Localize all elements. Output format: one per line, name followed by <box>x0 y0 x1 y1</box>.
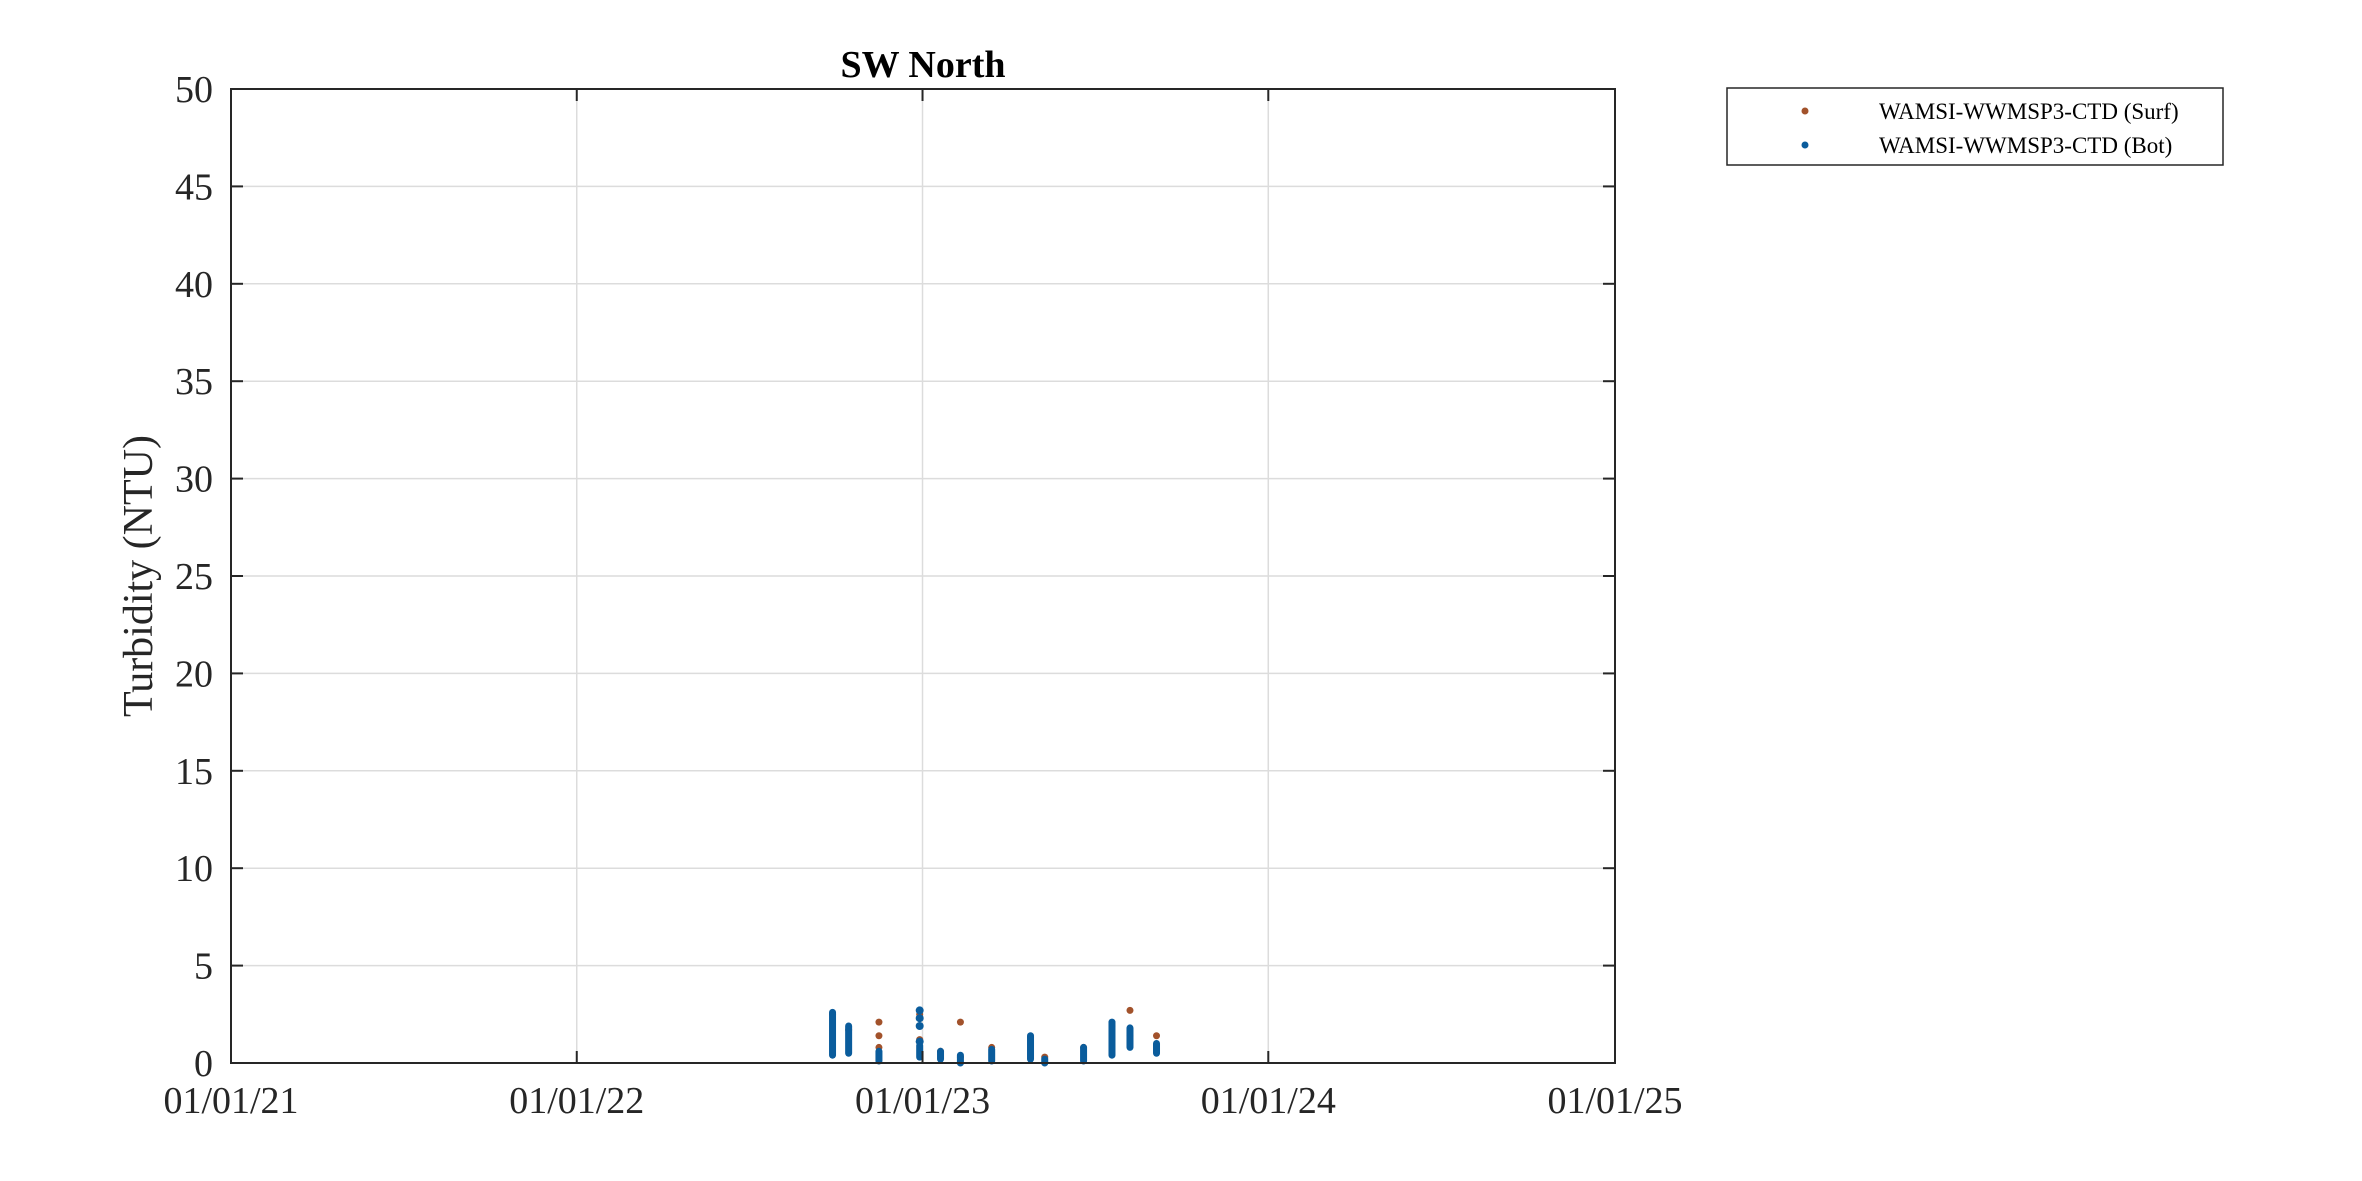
y-tick-label: 20 <box>175 653 213 695</box>
x-tick-label: 01/01/23 <box>855 1080 990 1122</box>
surf-data-point <box>956 1018 964 1026</box>
x-tick-label: 01/01/24 <box>1201 1080 1336 1122</box>
surf-data-point <box>1126 1006 1134 1014</box>
y-tick-label: 30 <box>175 459 213 501</box>
x-tick-label: 01/01/25 <box>1547 1080 1682 1122</box>
bot-data-point <box>915 1021 924 1030</box>
legend-label: WAMSI-WWMSP3-CTD (Bot) <box>1879 133 2172 158</box>
y-tick-label: 45 <box>175 166 213 208</box>
legend-box <box>1726 87 2224 166</box>
surf-data-point <box>875 1032 883 1040</box>
legend-label: WAMSI-WWMSP3-CTD (Surf) <box>1879 99 2179 124</box>
chart-title: SW North <box>840 44 1005 86</box>
bot-data-point <box>915 1006 924 1015</box>
x-tick-label: 01/01/21 <box>163 1080 298 1122</box>
legend-marker <box>1801 107 1809 115</box>
surf-data-point <box>875 1018 883 1026</box>
y-tick-label: 15 <box>175 751 213 793</box>
grid-lines <box>231 89 1615 1063</box>
y-tick-label: 5 <box>194 946 213 988</box>
bot-data-point <box>915 1014 924 1023</box>
y-tick-label: 35 <box>175 361 213 403</box>
plot-data <box>829 1006 1161 1067</box>
x-tick-label: 01/01/22 <box>509 1080 644 1122</box>
y-tick-label: 10 <box>175 848 213 890</box>
bot-data-point <box>915 1037 924 1046</box>
legend-marker <box>1801 141 1809 149</box>
axis-ticks: 0 5 10 15 20 25 30 35 40 45 50 01/01/21 01/01/22 01/0… <box>163 69 1682 1122</box>
surf-data-point <box>1153 1032 1161 1040</box>
y-tick-label: 25 <box>175 556 213 598</box>
y-tick-label: 0 <box>194 1043 213 1085</box>
y-tick-label: 40 <box>175 264 213 306</box>
legend: WAMSI-WWMSP3-CTD (Surf) WAMSI-WWMSP3-CTD … <box>1726 87 2224 166</box>
y-axis-label: Turbidity (NTU) <box>116 435 162 717</box>
y-tick-label: 50 <box>175 69 213 111</box>
